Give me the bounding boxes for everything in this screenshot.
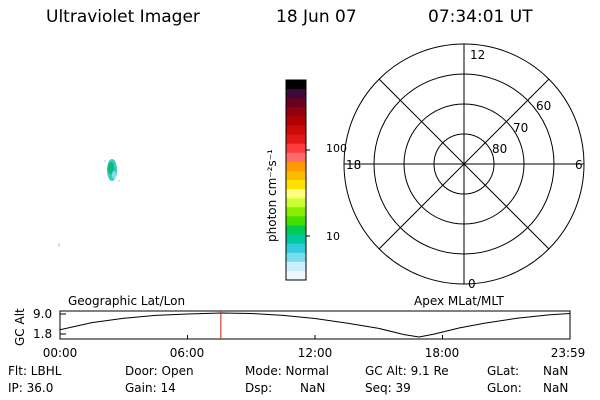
colorbar-segment <box>286 134 306 145</box>
colorbar-segment <box>286 161 306 172</box>
x-tick-2359: 23:59 <box>551 346 586 360</box>
dsp-label: Dsp: <box>245 381 273 395</box>
orbit-altitude-plot <box>59 310 571 340</box>
gc-alt-info: GC Alt: 9.1 Re <box>365 364 449 378</box>
colorbar-segment <box>286 261 306 272</box>
colorbar-segment <box>286 152 306 163</box>
aurora-image <box>58 159 120 247</box>
colorbar-segment <box>286 80 306 90</box>
y-tick-1-8: 1.8 <box>33 327 52 341</box>
seq-info: Seq: 39 <box>365 381 411 395</box>
colorbar-frame <box>285 79 307 281</box>
colorbar-segment <box>286 243 306 254</box>
mode-info: Mode: Normal <box>245 364 329 378</box>
dsp-value: NaN <box>300 381 326 395</box>
colorbar-segment <box>286 189 306 199</box>
altitude-curve <box>59 312 570 338</box>
colorbar-segment <box>286 180 306 190</box>
colorbar-segment <box>286 198 306 208</box>
polar-mlt-dial <box>343 43 585 285</box>
colorbar-segment <box>286 170 306 181</box>
gain-info: Gain: 14 <box>125 381 176 395</box>
mlt-label-12: 12 <box>470 48 485 62</box>
color-scale-bar <box>285 79 310 281</box>
colorbar-segment <box>286 225 306 236</box>
colorbar-tick-10: 10 <box>326 230 340 243</box>
colorbar-segment <box>286 98 306 108</box>
mlt-label-0: 0 <box>468 277 476 291</box>
colorbar-segment <box>286 270 306 281</box>
x-tick-0000: 00:00 <box>43 346 78 360</box>
colorbar-tick-100: 100 <box>326 142 347 155</box>
colorbar-segment <box>286 207 306 217</box>
colorbar-segment <box>286 89 306 99</box>
door-info: Door: Open <box>125 364 194 378</box>
colorbar-segment <box>286 234 306 245</box>
colorbar-segment <box>286 107 306 117</box>
colorbar-segment <box>286 116 306 126</box>
x-tick-1200: 12:00 <box>298 346 333 360</box>
lat-label-70: 70 <box>513 121 528 135</box>
glon-label: GLon: <box>487 381 522 395</box>
apex-coords-label: Apex MLat/MLT <box>414 294 504 308</box>
colorbar-segment <box>286 125 306 136</box>
mlt-label-6: 6 <box>575 158 583 172</box>
x-tick-1800: 18:00 <box>425 346 460 360</box>
filter-info: Flt: LBHL <box>8 364 62 378</box>
glon-value: NaN <box>543 381 569 395</box>
colorbar-segment <box>286 252 306 263</box>
glat-value: NaN <box>543 364 569 378</box>
colorbar-units-label: photon cm⁻²s⁻¹ <box>265 149 279 242</box>
geographic-coords-label: Geographic Lat/Lon <box>68 294 185 308</box>
colorbar-segment <box>286 216 306 226</box>
date-label: 18 Jun 07 <box>276 7 357 27</box>
lat-label-80: 80 <box>492 142 507 156</box>
lat-label-60: 60 <box>536 99 551 113</box>
ip-info: IP: 36.0 <box>8 381 54 395</box>
colorbar-segment <box>286 143 306 154</box>
instrument-title: Ultraviolet Imager <box>46 7 200 27</box>
gc-alt-axis-title: GC Alt <box>13 308 27 346</box>
x-tick-0600: 06:00 <box>170 346 205 360</box>
y-tick-9: 9.0 <box>33 307 52 321</box>
glat-label: GLat: <box>487 364 520 378</box>
mlt-label-18: 18 <box>346 158 361 172</box>
time-label: 07:34:01 UT <box>428 7 533 27</box>
